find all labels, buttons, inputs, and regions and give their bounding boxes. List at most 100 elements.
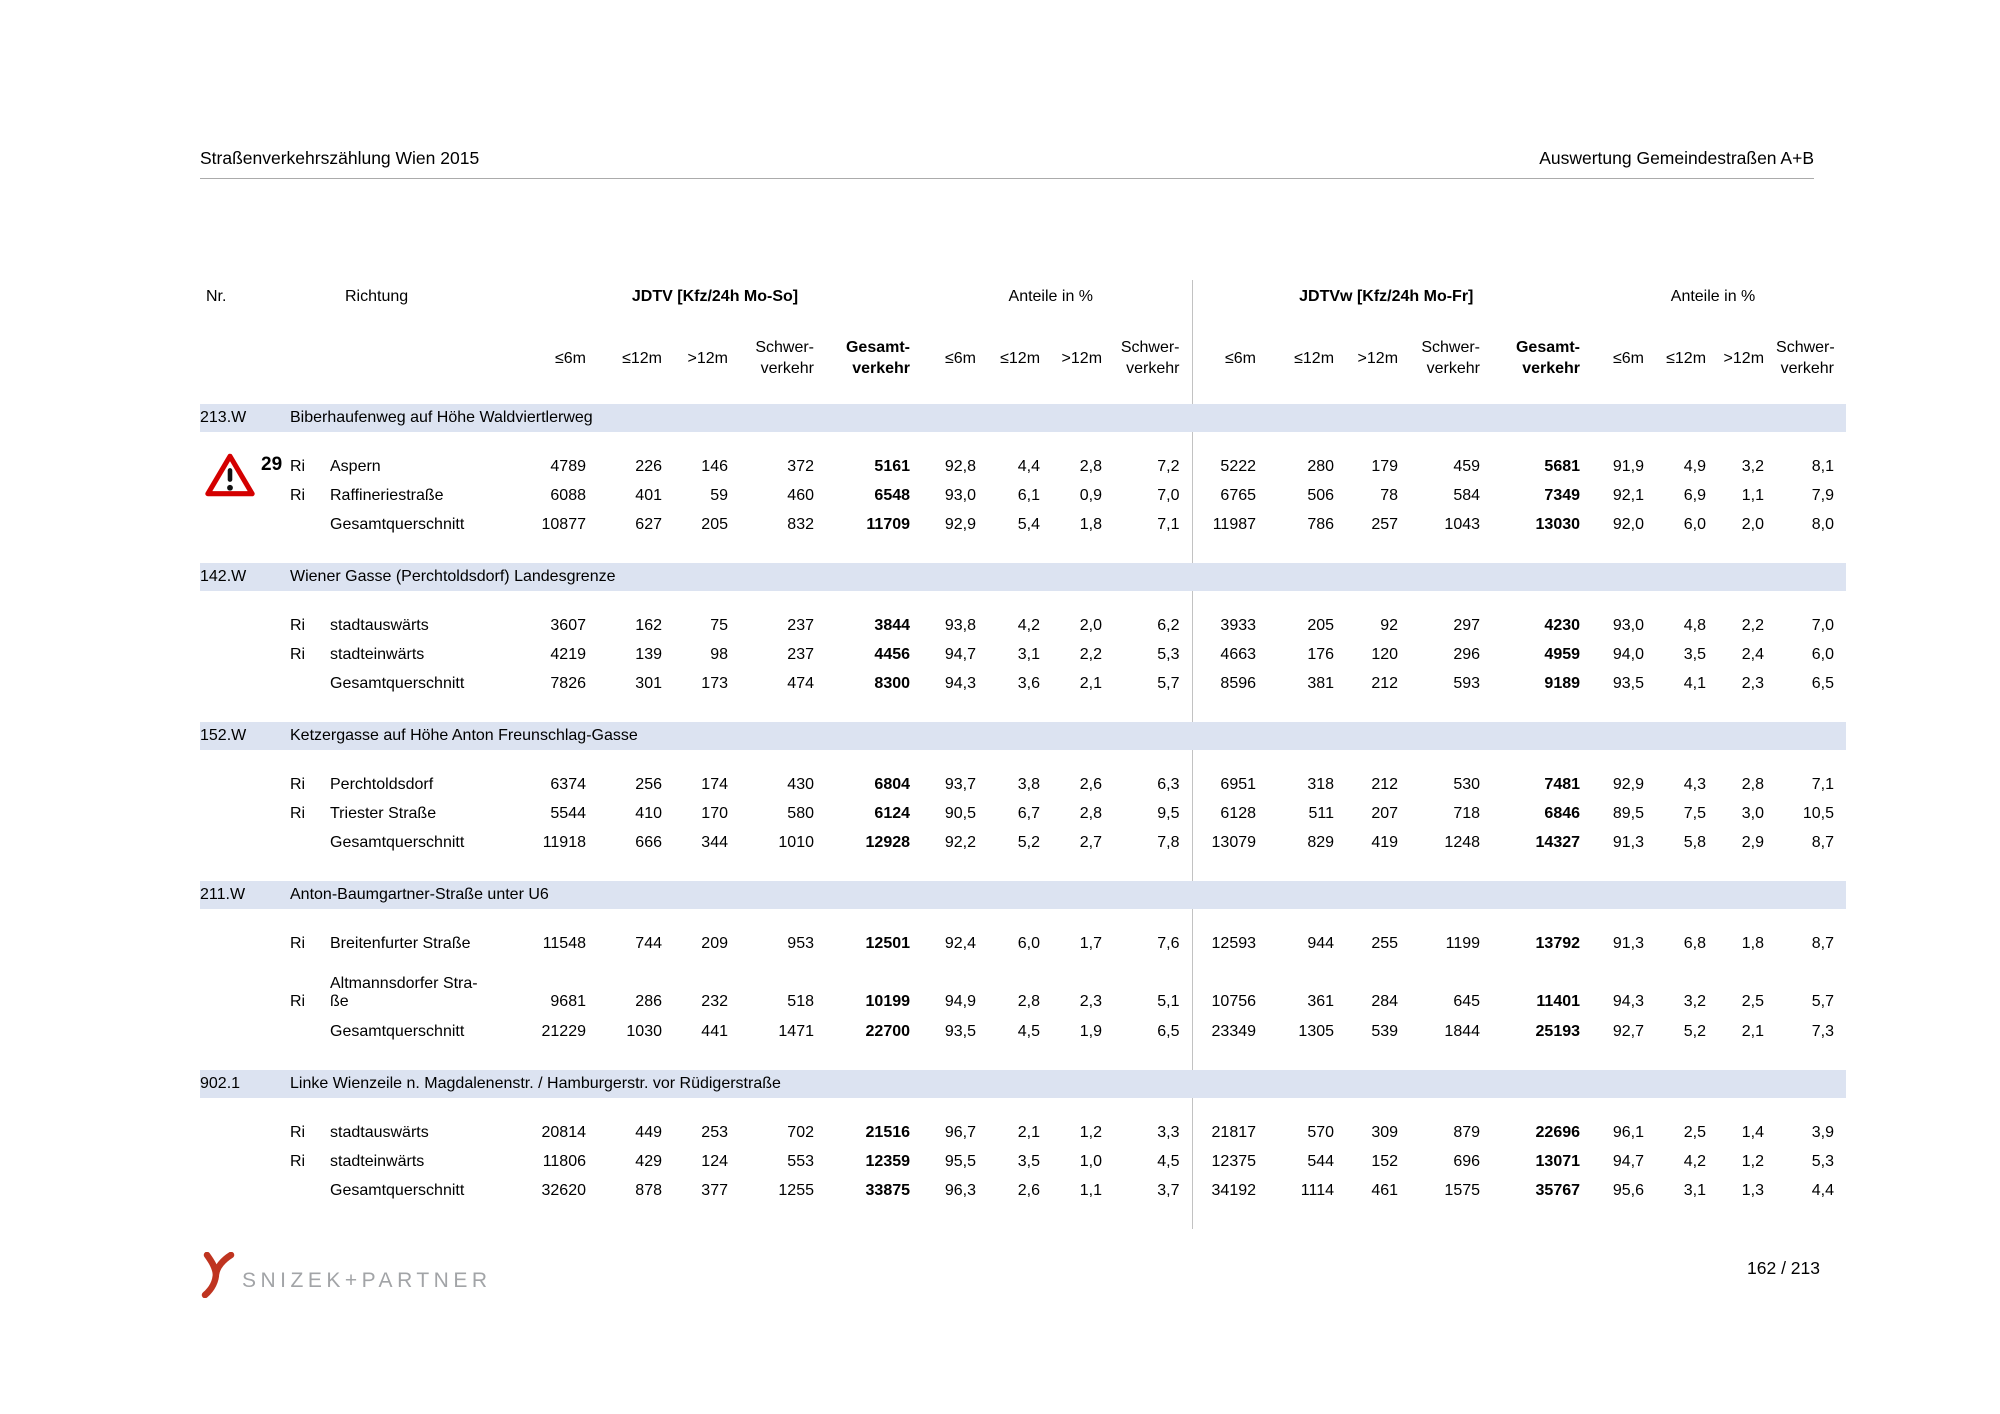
cell-anteil-gt12m: 2,8 <box>1079 804 1103 822</box>
direction-name: Breitenfurter Straße <box>330 934 471 952</box>
cell-jdtv-schwerverkehr: 237 <box>787 616 814 634</box>
cell-anteil-schwerverkehr: 7,6 <box>1157 934 1180 952</box>
cell-anteil-le12m: 3,1 <box>1017 645 1041 663</box>
col-header-schwer: Schwer-verkehr <box>1421 339 1481 377</box>
cell-jdtv-schwerverkehr: 372 <box>787 457 814 475</box>
direction-prefix: Ri <box>290 775 306 793</box>
cell-anteil-gt12m: 1,7 <box>1079 934 1103 952</box>
cell-jdtvw-le12m: 1114 <box>1300 1181 1335 1199</box>
section-title: Ketzergasse auf Höhe Anton Freunschlag-G… <box>290 722 1847 750</box>
col-header-gt12m: >12m <box>687 349 728 367</box>
cell-jdtvw-gesamtverkehr: 7481 <box>1544 775 1581 793</box>
cell-anteil-schwerverkehr: 6,3 <box>1157 775 1180 793</box>
direction-name: Gesamtquerschnitt <box>330 515 465 533</box>
cell-jdtvw-gesamtverkehr: 35767 <box>1535 1181 1581 1199</box>
direction-name: Aspern <box>330 457 381 475</box>
table-row: Ri Perchtoldsdorf 6374 256 174 430 6804 93,7 3,8… <box>200 770 1846 799</box>
cell-jdtv-gesamtverkehr: 11709 <box>866 515 911 533</box>
cell-anteilw-schwerverkehr: 8,1 <box>1811 457 1835 475</box>
cell-anteilw-gt12m: 3,2 <box>1741 457 1765 475</box>
cell-anteilw-le6m: 92,7 <box>1612 1022 1645 1040</box>
cell-anteil-le6m: 92,9 <box>944 515 977 533</box>
cell-anteilw-le6m: 95,6 <box>1612 1181 1645 1199</box>
cell-jdtvw-gesamtverkehr: 4230 <box>1544 616 1581 634</box>
cell-anteil-le12m: 3,5 <box>1017 1152 1041 1170</box>
cell-anteil-le6m: 96,3 <box>944 1181 977 1199</box>
cell-jdtvw-gt12m: 257 <box>1371 515 1399 533</box>
direction-name: Gesamtquerschnitt <box>330 1022 465 1040</box>
cell-jdtvw-le12m: 944 <box>1307 934 1335 952</box>
cell-jdtvw-le12m: 381 <box>1307 674 1335 692</box>
direction-prefix: Ri <box>290 993 306 1010</box>
cell-anteilw-schwerverkehr: 8,0 <box>1811 515 1835 533</box>
direction-name: Gesamtquerschnitt <box>330 833 465 851</box>
cell-anteilw-le6m: 93,0 <box>1612 616 1645 634</box>
cell-jdtvw-gesamtverkehr: 6846 <box>1544 804 1581 822</box>
cell-jdtvw-le6m: 12593 <box>1191 929 1269 958</box>
cell-jdtvw-le6m: 23349 <box>1191 1017 1269 1046</box>
direction-prefix: Ri <box>290 645 306 663</box>
cell-jdtv-gt12m: 377 <box>701 1181 728 1199</box>
direction-prefix: Ri <box>290 486 306 504</box>
cell-jdtv-le6m: 4219 <box>550 645 586 663</box>
cell-anteil-gt12m: 2,3 <box>1079 993 1103 1010</box>
cell-jdtvw-le12m: 1305 <box>1298 1022 1335 1040</box>
direction-name: stadteinwärts <box>330 1152 425 1170</box>
direction-prefix <box>290 1176 330 1205</box>
cell-jdtv-le6m: 5544 <box>550 804 586 822</box>
cell-jdtv-gesamtverkehr: 22700 <box>865 1022 911 1040</box>
col-header-le6m: ≤6m <box>1613 349 1645 367</box>
cell-anteil-schwerverkehr: 4,5 <box>1157 1152 1180 1170</box>
cell-anteil-le12m: 5,4 <box>1017 515 1041 533</box>
cell-anteilw-schwerverkehr: 7,3 <box>1811 1022 1835 1040</box>
direction-name: Gesamtquerschnitt <box>330 1181 465 1199</box>
cell-jdtvw-le6m: 21817 <box>1191 1118 1269 1147</box>
section-banner: 211.W Anton-Baumgartner-Straße unter U6 <box>200 881 1847 909</box>
cell-jdtvw-schwerverkehr: 879 <box>1453 1123 1481 1141</box>
page-header: Straßenverkehrszählung Wien 2015 Auswert… <box>200 148 1814 179</box>
cell-anteilw-le6m: 94,3 <box>1612 993 1645 1010</box>
cell-anteilw-gt12m: 2,8 <box>1741 775 1765 793</box>
cell-jdtvw-le6m: 8596 <box>1191 669 1269 698</box>
cell-jdtv-gt12m: 98 <box>710 645 728 663</box>
cell-anteil-le12m: 6,1 <box>1017 486 1041 504</box>
table-row: Ri Triester Straße 5544 410 170 580 6124 90,5 6,… <box>200 799 1846 828</box>
cell-jdtvw-schwerverkehr: 718 <box>1453 804 1481 822</box>
direction-name: Altmannsdorfer Stra-ße <box>330 975 478 1010</box>
col-group-jdtv: JDTV [Kfz/24h Mo-So] <box>631 288 799 305</box>
cell-jdtv-le12m: 139 <box>635 645 662 663</box>
table-row: Gesamtquerschnitt 10877 627 205 832 11709 92,9… <box>200 510 1846 539</box>
cell-anteilw-le6m: 91,3 <box>1612 934 1645 952</box>
cell-jdtvw-gesamtverkehr: 4959 <box>1544 645 1581 663</box>
cell-anteilw-schwerverkehr: 7,0 <box>1811 616 1835 634</box>
cell-jdtvw-le12m: 176 <box>1307 645 1335 663</box>
cell-jdtvw-gesamtverkehr: 7349 <box>1544 486 1581 504</box>
cell-jdtv-le6m: 6088 <box>550 486 586 504</box>
cell-anteilw-le12m: 3,2 <box>1683 993 1707 1010</box>
cell-jdtv-schwerverkehr: 553 <box>787 1152 814 1170</box>
direction-name: Gesamtquerschnitt <box>330 674 465 692</box>
cell-anteil-le6m: 90,5 <box>944 804 977 822</box>
warning-triangle-icon <box>204 452 256 503</box>
group-header-row: Nr. Richtung JDTV [Kfz/24h Mo-So] Anteil… <box>200 280 1846 314</box>
direction-prefix: Ri <box>290 1152 306 1170</box>
cell-anteil-le6m: 94,7 <box>944 645 977 663</box>
section-nr: 152.W <box>200 722 290 750</box>
cell-jdtvw-le12m: 318 <box>1307 775 1335 793</box>
cell-jdtv-le6m: 6374 <box>550 775 586 793</box>
cell-anteilw-le12m: 4,1 <box>1683 674 1707 692</box>
col-group-jdtvw: JDTVw [Kfz/24h Mo-Fr] <box>1191 280 1593 314</box>
cell-anteilw-gt12m: 2,3 <box>1741 674 1765 692</box>
col-header-le12m: ≤12m <box>1000 349 1041 367</box>
cell-jdtv-gesamtverkehr: 12359 <box>865 1152 911 1170</box>
cell-anteil-le12m: 3,6 <box>1017 674 1041 692</box>
cell-jdtvw-gesamtverkehr: 5681 <box>1544 457 1581 475</box>
col-group-anteile-1: Anteile in % <box>1008 288 1094 305</box>
table-row: Gesamtquerschnitt 21229 1030 441 1471 22700 93… <box>200 1017 1846 1046</box>
cell-anteil-gt12m: 2,8 <box>1079 457 1103 475</box>
cell-jdtvw-gesamtverkehr: 14327 <box>1535 833 1581 851</box>
cell-anteilw-le12m: 3,1 <box>1683 1181 1707 1199</box>
cell-anteilw-gt12m: 1,3 <box>1741 1181 1765 1199</box>
company-logo: SNIZEK+PARTNER <box>197 1251 492 1303</box>
cell-anteil-schwerverkehr: 7,8 <box>1157 833 1180 851</box>
